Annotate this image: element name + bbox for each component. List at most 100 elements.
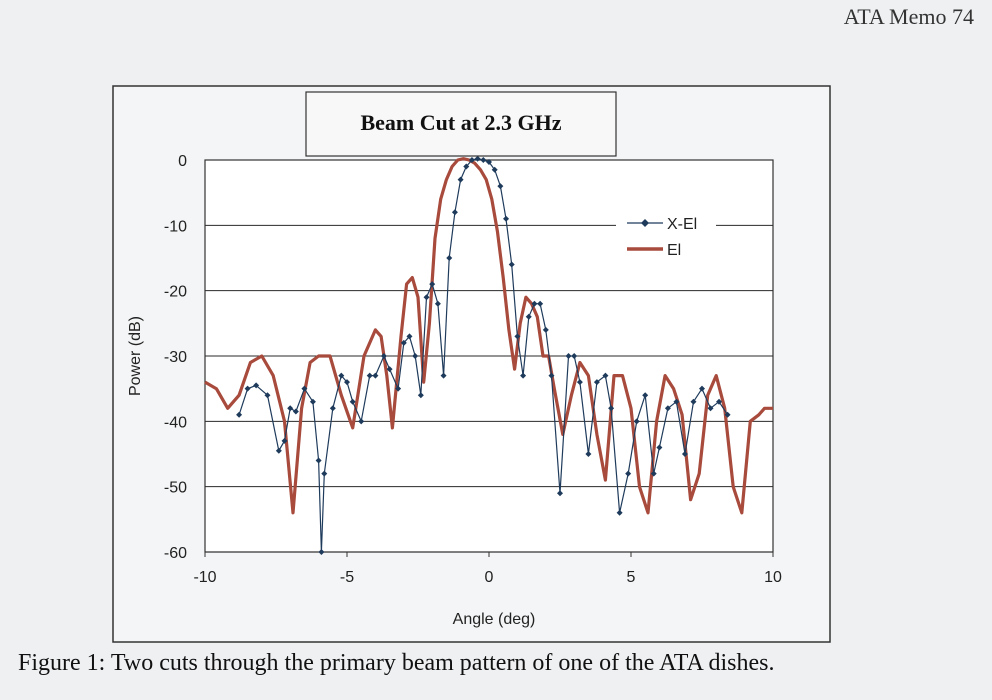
data-point-x-el	[585, 451, 592, 457]
data-point-x-el	[557, 490, 563, 497]
data-point-x-el	[358, 418, 365, 425]
data-point-x-el	[576, 379, 583, 386]
data-point-x-el	[338, 372, 345, 379]
x-tick-label: 0	[485, 569, 494, 586]
data-point-x-el	[349, 398, 356, 405]
data-point-x-el	[699, 385, 705, 392]
data-point-x-el	[281, 437, 288, 444]
legend-label-el: El	[667, 242, 681, 259]
series-layer	[204, 155, 773, 555]
data-point-x-el	[690, 398, 697, 405]
x-axis-label: Angle (deg)	[453, 611, 536, 628]
data-point-x-el	[474, 155, 481, 162]
data-point-x-el	[315, 457, 322, 464]
data-point-x-el	[520, 372, 527, 379]
data-point-x-el	[664, 405, 671, 412]
data-point-x-el	[480, 157, 487, 163]
y-tick-label: -10	[164, 218, 187, 235]
memo-label: ATA Memo 74	[843, 4, 974, 29]
data-point-x-el	[309, 398, 316, 405]
data-point-x-el	[292, 408, 299, 415]
data-point-x-el	[244, 385, 251, 392]
data-point-x-el	[503, 215, 510, 222]
series-line-el	[204, 157, 773, 515]
data-point-x-el	[380, 353, 387, 359]
data-point-x-el	[457, 176, 464, 183]
data-point-x-el	[417, 392, 424, 399]
data-point-x-el	[236, 411, 243, 418]
data-point-x-el	[537, 300, 544, 307]
data-point-x-el	[724, 411, 731, 418]
data-point-x-el	[386, 366, 393, 373]
data-point-x-el	[275, 447, 282, 454]
data-point-x-el	[508, 261, 515, 268]
data-point-x-el	[616, 509, 623, 516]
data-point-x-el	[412, 353, 419, 359]
data-point-x-el	[593, 379, 600, 386]
x-tick-label: -10	[193, 569, 216, 586]
data-point-x-el	[602, 372, 609, 379]
data-point-x-el	[650, 470, 657, 477]
y-tick-label: -40	[164, 414, 187, 431]
data-point-x-el	[406, 333, 413, 340]
data-point-x-el	[366, 372, 373, 379]
data-point-x-el	[318, 549, 325, 555]
data-point-x-el	[681, 451, 688, 457]
x-tick-label: 10	[764, 569, 782, 586]
data-point-x-el	[548, 372, 555, 379]
data-point-x-el	[468, 157, 475, 163]
data-point-x-el	[264, 392, 271, 399]
legend-marker-x-el	[641, 219, 649, 227]
figure-caption: Figure 1: Two cuts through the primary b…	[18, 650, 775, 676]
data-point-x-el	[429, 281, 436, 288]
legend-label-x-el: X-El	[667, 216, 697, 233]
data-point-x-el	[440, 372, 447, 379]
data-point-x-el	[642, 392, 649, 399]
data-point-x-el	[571, 353, 578, 359]
tick-labels: -10 -5 0 5 100-10-20-30-40-50-60	[164, 153, 782, 586]
data-point-x-el	[608, 405, 615, 412]
data-point-x-el	[673, 398, 680, 405]
data-point-x-el	[395, 385, 402, 392]
data-point-x-el	[497, 183, 504, 190]
data-point-x-el	[531, 300, 538, 307]
data-point-x-el	[514, 333, 521, 340]
data-point-x-el	[287, 405, 294, 412]
data-point-x-el	[344, 379, 350, 386]
data-point-x-el	[329, 405, 336, 412]
series-line-x-el	[238, 158, 729, 553]
data-point-x-el	[525, 313, 532, 320]
data-point-x-el	[253, 382, 260, 389]
data-point-x-el	[656, 444, 663, 451]
data-point-x-el	[633, 418, 640, 425]
data-point-x-el	[625, 470, 632, 477]
data-point-x-el	[463, 163, 470, 170]
y-axis-label: Power (dB)	[127, 316, 144, 396]
y-tick-label: -50	[164, 480, 187, 497]
y-tick-label: -30	[164, 349, 187, 366]
y-tick-label: -60	[164, 545, 187, 562]
x-tick-label: -5	[340, 569, 354, 586]
data-point-x-el	[446, 255, 453, 261]
data-point-x-el	[707, 405, 714, 412]
title-box	[305, 91, 617, 157]
data-point-x-el	[716, 398, 723, 405]
data-point-x-el	[565, 353, 572, 359]
x-tick-label: 5	[627, 569, 636, 586]
chart-title: Beam Cut at 2.3 GHz	[360, 110, 561, 135]
legend: X-El El	[616, 208, 716, 264]
data-point-x-el	[301, 385, 308, 392]
data-point-x-el	[372, 372, 379, 379]
data-point-x-el	[486, 158, 492, 165]
data-point-x-el	[423, 294, 430, 301]
data-point-x-el	[542, 326, 549, 333]
data-point-x-el	[434, 300, 441, 307]
data-point-x-el	[491, 166, 498, 173]
legend-box	[616, 208, 716, 264]
data-point-x-el	[400, 339, 407, 346]
data-point-x-el	[451, 209, 458, 216]
y-tick-label: 0	[178, 153, 187, 170]
data-point-x-el	[321, 470, 328, 477]
y-tick-label: -20	[164, 284, 187, 301]
